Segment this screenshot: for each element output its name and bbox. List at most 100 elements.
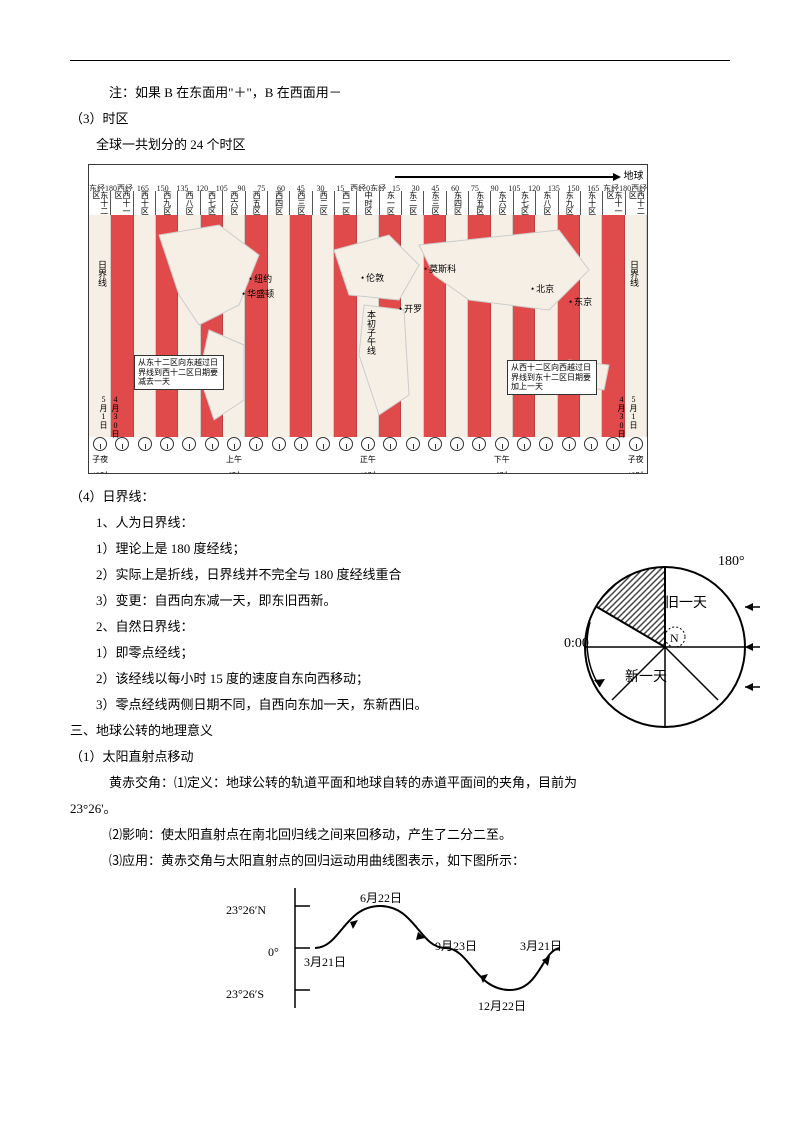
lat-s: 23°26′S <box>226 982 264 1006</box>
city-london: 伦敦 <box>361 269 384 287</box>
date-jun: 6月22日 <box>360 886 402 910</box>
zone-name-cell: 东八区 <box>536 191 558 215</box>
zone-name-cell: 东四区 <box>447 191 469 215</box>
city-beijing: 北京 <box>531 280 554 298</box>
lat-n: 23°26′N <box>226 898 266 922</box>
clock-time: 12时 <box>92 468 108 474</box>
clock-cell <box>178 437 200 452</box>
clock-face-icon <box>406 437 420 451</box>
clock-cell: 正午12时 <box>357 437 379 474</box>
zone-name-cell: 东六区 <box>491 191 513 215</box>
clock-face-icon <box>115 437 129 451</box>
label-new: 新一天 <box>625 664 667 692</box>
clock-cell <box>446 437 468 452</box>
zone-name-cell: 东十二区 <box>89 191 111 215</box>
clock-face-icon <box>272 437 286 451</box>
longitude-row: 东经180西经165150135120105907560453015西经0东经1… <box>89 181 647 191</box>
city-washington: 华盛顿 <box>242 285 274 303</box>
zone-name-cell: 中时区 <box>357 191 379 215</box>
clock-time: 12时 <box>628 468 644 474</box>
zone-name-cell: 西九区 <box>156 191 178 215</box>
longitude-label: 150 <box>153 181 173 191</box>
dateline-diagram: 180° 0:00 旧一天 新一天 N <box>570 552 760 742</box>
longitude-label: 150 <box>564 181 584 191</box>
longitude-label: 45 <box>291 181 311 191</box>
date-mar-l: 3月21日 <box>304 950 346 974</box>
rev-app: ⑶应用：黄赤交角与太阳直射点的回归运动用曲线图表示，如下图所示： <box>70 848 730 874</box>
clock-face-icon <box>316 437 330 451</box>
zone-name-row: 东十二区西十一区西十区西九区西八区西七区西六区西五区西四区西三区西二区西一区中时… <box>89 191 647 215</box>
clock-face-icon <box>383 437 397 451</box>
clock-label: 子夜 <box>92 452 108 468</box>
clock-face-icon <box>249 437 263 451</box>
longitude-label: 165 <box>133 181 153 191</box>
clock-cell <box>580 437 602 452</box>
clock-cell <box>424 437 446 452</box>
rev-ecl-2: 23°26'。 <box>70 796 730 822</box>
zone-name-cell: 西五区 <box>246 191 268 215</box>
zone-name-cell: 西十二区 <box>626 191 647 215</box>
longitude-label: 60 <box>445 181 465 191</box>
anno-west-cross: 从东十二区向东越过日界线到西十二区日期要减去一天 <box>134 355 224 390</box>
clock-face-icon <box>450 437 464 451</box>
longitude-label: 15 <box>330 181 350 191</box>
zone-name-cell: 东十区 <box>581 191 603 215</box>
clock-cell <box>602 437 624 452</box>
clock-face-icon <box>584 437 598 451</box>
prime-meridian-label: 本初子午线 <box>362 310 380 355</box>
clock-cell <box>245 437 267 452</box>
clock-face-icon <box>539 437 553 451</box>
zone-name-cell: 东十一区 <box>603 191 625 215</box>
clock-face-icon <box>629 437 643 451</box>
clock-cell <box>268 437 290 452</box>
section-3-line: 全球一共划分的 24 个时区 <box>70 132 730 158</box>
clock-face-icon <box>517 437 531 451</box>
clock-face-icon <box>495 437 509 451</box>
longitude-label: 165 <box>583 181 603 191</box>
clock-time: 6时 <box>228 468 240 474</box>
date-right-2: 5月1日 <box>625 395 641 429</box>
longitude-label: 75 <box>251 181 271 191</box>
clock-cell <box>401 437 423 452</box>
rev-ecl-1: 黄赤交角：⑴定义：地球公转的轨道平面和地球自转的赤道平面间的夹角，目前为 <box>70 770 730 796</box>
clock-cell <box>201 437 223 452</box>
longitude-label: 105 <box>504 181 524 191</box>
longitude-label: 120 <box>524 181 544 191</box>
clock-face-icon <box>227 437 241 451</box>
date-left-2: 4月30日 <box>107 395 123 438</box>
clock-cell: 子夜12时 <box>89 437 111 474</box>
clock-face-icon <box>93 437 107 451</box>
s4-1: 1、人为日界线： <box>70 510 730 536</box>
longitude-label: 60 <box>271 181 291 191</box>
note-line: 注：如果 B 在东面用"＋"，B 在西面用－ <box>70 80 730 106</box>
clock-face-icon <box>562 437 576 451</box>
clock-cell <box>513 437 535 452</box>
clock-cell <box>134 437 156 452</box>
date-mar-r: 3月21日 <box>520 934 562 958</box>
clock-cell: 子夜12时 <box>625 437 647 474</box>
rotation-arrow-row: 地球自转方向 <box>89 167 647 181</box>
longitude-label: 东经180西经 <box>89 181 133 191</box>
clock-face-icon <box>361 437 375 451</box>
zone-name-cell: 西三区 <box>290 191 312 215</box>
zone-name-cell: 西八区 <box>178 191 200 215</box>
clock-time: 6时 <box>496 468 508 474</box>
city-moscow: 莫斯科 <box>424 260 456 278</box>
longitude-label: 135 <box>172 181 192 191</box>
longitude-label: 30 <box>311 181 331 191</box>
dateline-svg <box>570 552 760 742</box>
clock-face-icon <box>606 437 620 451</box>
zone-name-cell: 东三区 <box>424 191 446 215</box>
page-top-rule <box>70 60 730 61</box>
clock-label: 正午 <box>360 452 376 468</box>
zone-name-cell: 西十一区 <box>111 191 133 215</box>
zone-name-cell: 西七区 <box>201 191 223 215</box>
longitude-label: 135 <box>544 181 564 191</box>
clock-face-icon <box>160 437 174 451</box>
clock-cell <box>290 437 312 452</box>
clock-face-icon <box>428 437 442 451</box>
clock-cell <box>334 437 356 452</box>
clock-row: 子夜12时上午6时正午12时下午6时子夜12时 <box>89 437 647 471</box>
longitude-label: 90 <box>232 181 252 191</box>
longitude-label: 75 <box>465 181 485 191</box>
